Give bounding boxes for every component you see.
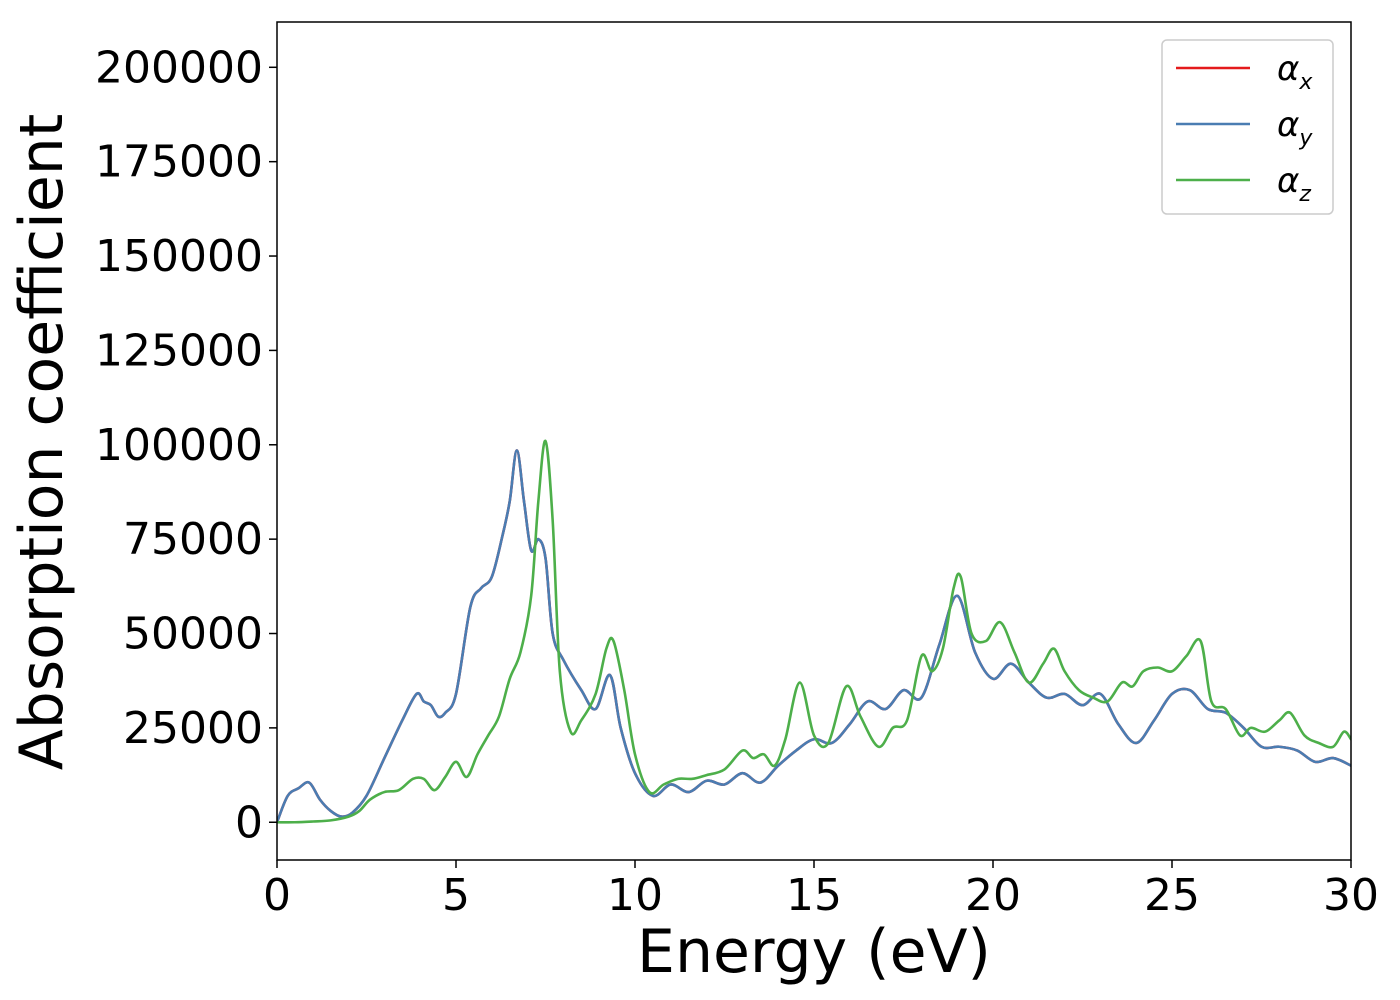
x-tick-label: 0 bbox=[263, 870, 291, 921]
y-tick-label: 200000 bbox=[95, 42, 263, 93]
series-layer bbox=[277, 439, 1351, 824]
y-tick-label: 125000 bbox=[95, 325, 263, 376]
x-tick-label: 20 bbox=[965, 870, 1021, 921]
x-tick-label: 25 bbox=[1144, 870, 1200, 921]
y-axis: 0 25000 50000 75000 100000 125000 150000 175000… bbox=[95, 42, 277, 848]
legend-box bbox=[1161, 39, 1334, 215]
y-tick-label: 0 bbox=[235, 797, 263, 848]
x-axis: 0 5 10 15 20 25 30 bbox=[263, 860, 1379, 921]
x-tick-label: 30 bbox=[1323, 870, 1379, 921]
legend-label-y: αy bbox=[1277, 105, 1313, 151]
legend-label-z: αz bbox=[1277, 161, 1311, 207]
x-tick-label: 10 bbox=[607, 870, 663, 921]
y-tick-label: 25000 bbox=[123, 703, 263, 754]
y-tick-label: 100000 bbox=[95, 420, 263, 471]
x-tick-label: 5 bbox=[442, 870, 470, 921]
y-tick-label: 50000 bbox=[123, 609, 263, 660]
y-tick-label: 75000 bbox=[123, 514, 263, 565]
y-axis-title: Absorption coefficient bbox=[7, 114, 77, 771]
series-line-y bbox=[277, 449, 1351, 824]
x-tick-label: 15 bbox=[786, 870, 842, 921]
legend-label-x: αx bbox=[1277, 49, 1313, 95]
y-tick-label: 150000 bbox=[95, 231, 263, 282]
legend: αx αy αz bbox=[1161, 39, 1334, 215]
series-line-z bbox=[277, 439, 1351, 824]
x-axis-title: Energy (eV) bbox=[637, 917, 991, 987]
y-tick-label: 175000 bbox=[95, 137, 263, 188]
